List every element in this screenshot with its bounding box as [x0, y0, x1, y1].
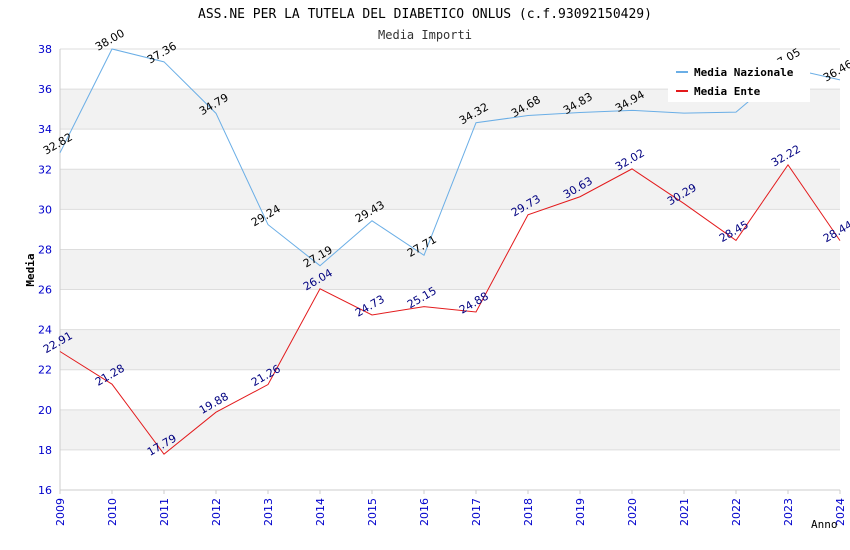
y-tick-label: 36: [38, 83, 52, 96]
grid-bands: [60, 48, 840, 491]
x-tick-label: 2013: [262, 498, 275, 526]
legend-label: Media Nazionale: [694, 66, 794, 79]
legend: Media Nazionale Media Ente: [668, 60, 810, 102]
x-tick-label: 2010: [106, 498, 119, 526]
y-tick-label: 18: [38, 444, 52, 457]
x-tick-label: 2017: [470, 498, 483, 526]
x-tick-label: 2022: [730, 498, 743, 526]
series-lines: [59, 48, 841, 455]
x-tick-label: 2012: [210, 498, 223, 526]
y-tick-label: 20: [38, 404, 52, 417]
x-axis-label: Anno: [811, 518, 838, 531]
y-axis-label: Media: [24, 253, 37, 286]
x-tick-label: 2018: [522, 498, 535, 526]
x-tick-label: 2016: [418, 498, 431, 526]
x-tick-label: 2011: [158, 498, 171, 526]
y-tick-label: 22: [38, 364, 52, 377]
y-tick-label: 32: [38, 163, 52, 176]
y-tick-label: 34: [38, 123, 52, 136]
y-tick-label: 38: [38, 43, 52, 56]
x-tick-label: 2023: [782, 498, 795, 526]
legend-label: Media Ente: [694, 85, 761, 98]
chart-title: ASS.NE PER LA TUTELA DEL DIABETICO ONLUS…: [198, 7, 652, 22]
x-tick-label: 2015: [366, 498, 379, 526]
series-line: [59, 163, 841, 455]
x-tick-label: 2009: [54, 498, 67, 526]
x-tick-label: 2020: [626, 498, 639, 526]
grid-band: [60, 409, 840, 450]
grid-band: [60, 449, 840, 490]
y-tick-label: 26: [38, 284, 52, 297]
x-tick-label: 2021: [678, 498, 691, 526]
y-tick-label: 24: [38, 324, 52, 337]
grid-band: [60, 129, 840, 170]
grid-band: [60, 249, 840, 290]
y-tick-label: 16: [38, 484, 52, 497]
grid-band: [60, 369, 840, 410]
y-tick-label: 30: [38, 203, 52, 216]
series-line: [59, 48, 841, 267]
grid-band: [60, 329, 840, 370]
grid-band: [60, 209, 840, 250]
y-tick-label: 28: [38, 243, 52, 256]
legend-box: [668, 60, 810, 102]
x-tick-label: 2019: [574, 498, 587, 526]
x-tick-label: 2024: [834, 498, 847, 526]
x-tick-label: 2014: [314, 498, 327, 526]
chart-subtitle: Media Importi: [378, 28, 472, 42]
